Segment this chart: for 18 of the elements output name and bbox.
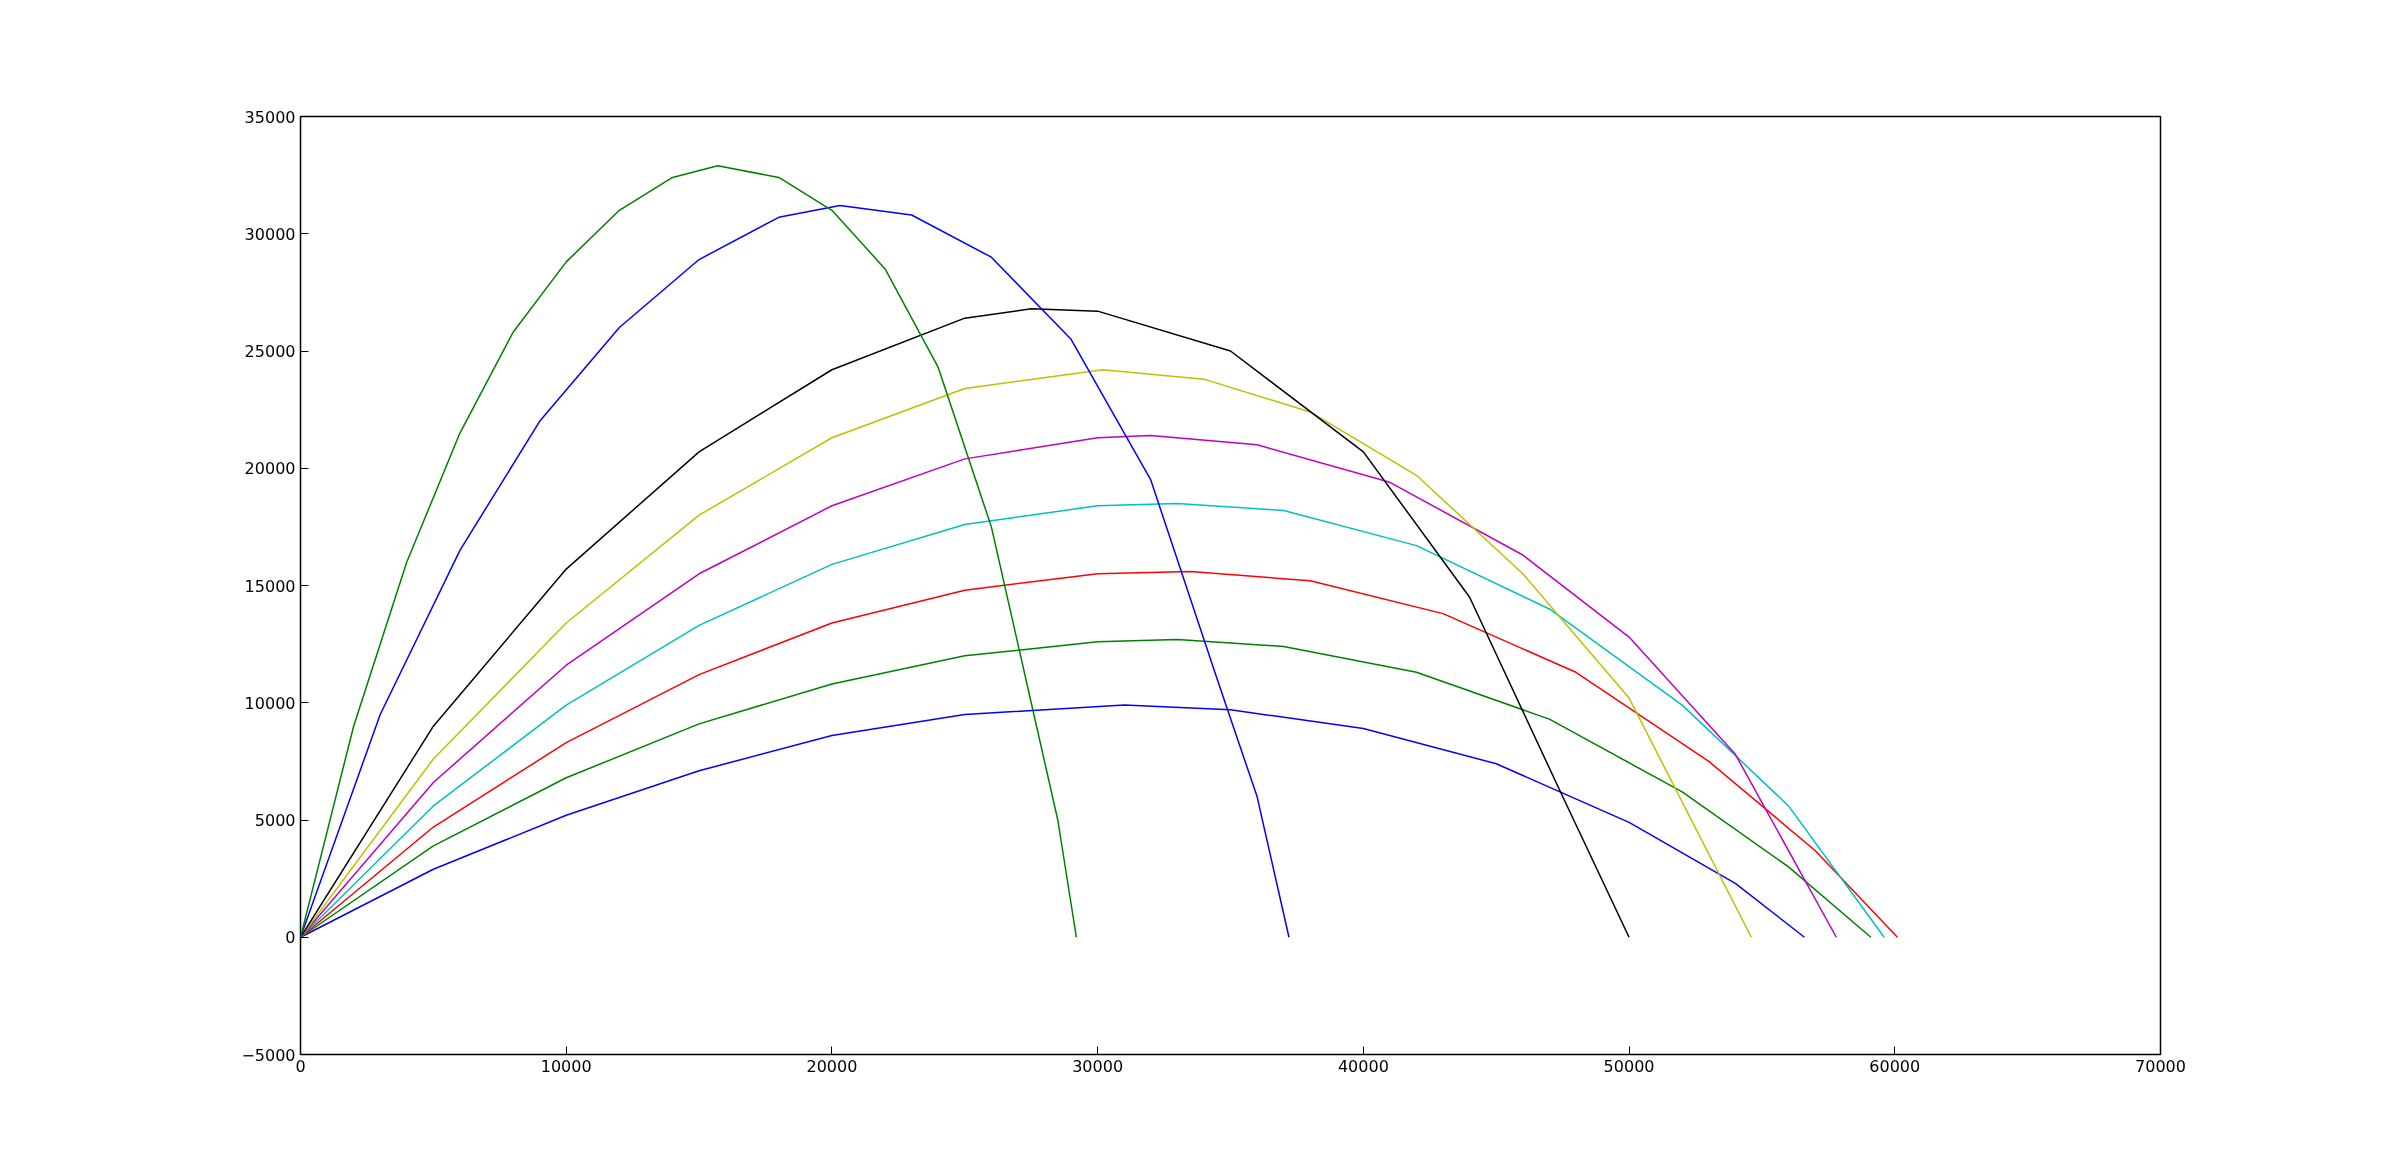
x-tick-label: 40000 [1337, 1056, 1389, 1076]
y-tick-label: 30000 [244, 224, 296, 244]
y-tick-label: 5000 [254, 811, 296, 830]
y-tick-label: 20000 [244, 459, 296, 479]
line-series [300, 308, 1630, 938]
x-tick-label: 50000 [1603, 1056, 1655, 1076]
x-tick-label: 20000 [806, 1056, 858, 1076]
y-tick-label: 15000 [244, 576, 296, 596]
y-tick-label: 10000 [244, 693, 296, 713]
x-tick-label: 70000 [2135, 1056, 2186, 1076]
x-tick-label: 30000 [1072, 1056, 1124, 1076]
x-tick-label: 60000 [1869, 1056, 1921, 1076]
line-series [300, 369, 1753, 938]
y-tick-label: 0 [285, 928, 296, 948]
y-tick-label: 35000 [244, 107, 296, 127]
x-tick-label: 10000 [540, 1056, 592, 1076]
y-tick-label: −5000 [241, 1045, 296, 1065]
y-tick-label: 25000 [244, 342, 296, 361]
